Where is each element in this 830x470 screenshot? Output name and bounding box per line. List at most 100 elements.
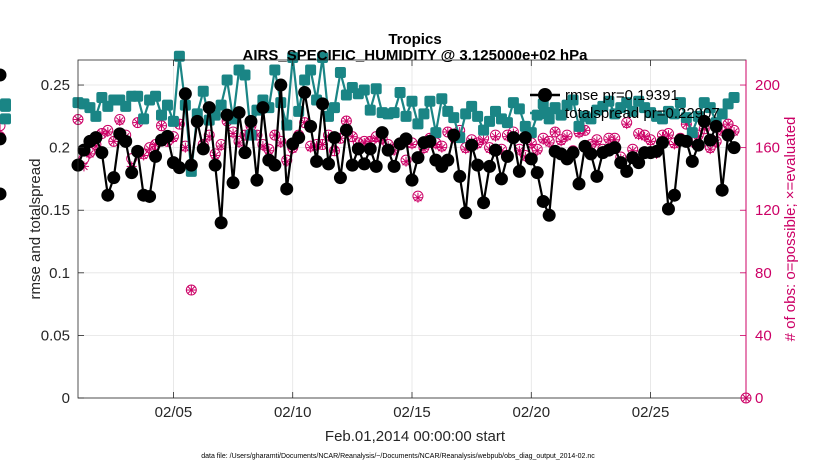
totalspread-point xyxy=(418,108,430,120)
rmse-point xyxy=(566,146,580,160)
rmse-point xyxy=(494,172,508,186)
totalspread-point xyxy=(323,110,334,122)
rmse-point xyxy=(214,216,228,230)
rmse-point xyxy=(483,159,497,173)
rmse-point xyxy=(620,164,634,178)
totalspread-point xyxy=(484,115,496,127)
totalspread-point xyxy=(358,84,370,96)
totalspread-point xyxy=(364,104,376,116)
rmse-point xyxy=(471,158,485,172)
x-tick-label: 02/25 xyxy=(632,404,670,421)
obs-evaluated-point xyxy=(114,116,125,127)
rmse-point xyxy=(572,177,586,191)
rmse-point xyxy=(107,171,121,185)
rmse-point xyxy=(274,78,288,92)
obs-evaluated-point xyxy=(723,119,734,130)
rmse-point xyxy=(632,156,646,170)
obs-evaluated-point xyxy=(633,130,644,141)
totalspread-point xyxy=(84,102,96,114)
totalspread-point xyxy=(161,99,173,111)
totalspread-point xyxy=(156,109,167,121)
rmse-point xyxy=(715,183,729,197)
rmse-point xyxy=(500,149,514,163)
rmse-point xyxy=(584,147,598,161)
rmse-point xyxy=(667,188,681,202)
totalspread-point xyxy=(215,99,227,111)
y-right-tick-label: 80 xyxy=(755,265,772,282)
totalspread-point xyxy=(680,112,692,124)
totalspread-point xyxy=(621,97,633,109)
totalspread-point xyxy=(370,83,382,95)
totalspread-point xyxy=(120,100,132,112)
totalspread-point xyxy=(436,93,448,105)
rmse-point xyxy=(727,141,741,155)
rmse-point xyxy=(375,126,389,140)
totalspread-point xyxy=(686,127,698,139)
rmse-point xyxy=(304,119,318,133)
rmse-point xyxy=(0,132,7,146)
totalspread-point xyxy=(150,90,162,102)
y-left-tick-label: 0 xyxy=(62,390,70,407)
rmse-point xyxy=(709,119,723,133)
totalspread-point xyxy=(430,127,442,139)
rmse-point xyxy=(697,114,711,128)
rmse-point xyxy=(190,114,204,128)
rmse-point xyxy=(160,129,174,143)
rmse-point xyxy=(524,152,538,166)
chart-subtitle: AIRS_SPECIFIC_HUMIDITY @ 3.125000e+02 hP… xyxy=(243,47,589,64)
totalspread-point xyxy=(585,113,597,125)
rmse-point xyxy=(691,138,705,152)
rmse-point xyxy=(125,166,139,180)
rmse-point xyxy=(316,97,330,111)
rmse-point xyxy=(685,154,699,168)
totalspread-point xyxy=(394,87,406,99)
y-right-tick-label: 120 xyxy=(755,202,780,219)
obs-evaluated-point xyxy=(645,136,656,147)
totalspread-point xyxy=(96,92,108,104)
rmse-point xyxy=(172,161,186,175)
totalspread-point xyxy=(424,95,436,107)
x-tick-label: 02/10 xyxy=(274,404,312,421)
x-tick-label: 02/15 xyxy=(393,404,431,421)
totalspread-point xyxy=(501,117,513,129)
rmse-point xyxy=(530,166,544,180)
rmse-point xyxy=(405,173,419,187)
rmse-point xyxy=(101,188,115,202)
legend-totalspread-marker xyxy=(539,107,551,119)
rmse-point xyxy=(292,131,306,145)
rmse-point xyxy=(381,143,395,157)
y-axis-right-label: # of obs: o=possible; ×=evaluated xyxy=(782,117,799,342)
axes: 02/05 02/10 02/15 02/20 02/25 0 0.05 0.1 0.15 0.2… xyxy=(41,60,780,421)
y-left-tick-label: 0.2 xyxy=(49,140,70,157)
obs-evaluated-point xyxy=(156,120,167,131)
obs-evaluated-point xyxy=(562,131,573,142)
totalspread-point xyxy=(90,110,102,122)
rmse-point xyxy=(220,108,234,122)
x-tick-label: 02/05 xyxy=(155,404,193,421)
rmse-point xyxy=(590,169,604,183)
totalspread-point xyxy=(132,90,144,102)
rmse-point xyxy=(423,134,437,148)
rmse-point xyxy=(280,182,294,196)
totalspread-point xyxy=(269,64,281,76)
rmse-point xyxy=(298,86,312,100)
obs-evaluated-point xyxy=(639,131,650,142)
legend-totalspread-label: totalspread pr=0.22907 xyxy=(565,105,720,122)
rmse-point xyxy=(465,138,479,152)
rmse-point xyxy=(89,131,103,145)
totalspread-point xyxy=(716,108,728,120)
rmse-point xyxy=(387,159,401,173)
rmse-point xyxy=(178,87,192,101)
rmse-point xyxy=(327,131,341,145)
totalspread-point xyxy=(328,102,340,114)
obs-possible-point xyxy=(0,120,6,132)
rmse-point xyxy=(518,131,532,145)
rmse-point xyxy=(536,194,550,208)
rmse-point xyxy=(339,123,353,137)
y-right-tick-label: 0 xyxy=(755,390,763,407)
rmse-point xyxy=(453,169,467,183)
totalspread-point xyxy=(466,100,478,112)
y-left-tick-label: 0.1 xyxy=(49,265,70,282)
rmse-point xyxy=(351,142,365,156)
